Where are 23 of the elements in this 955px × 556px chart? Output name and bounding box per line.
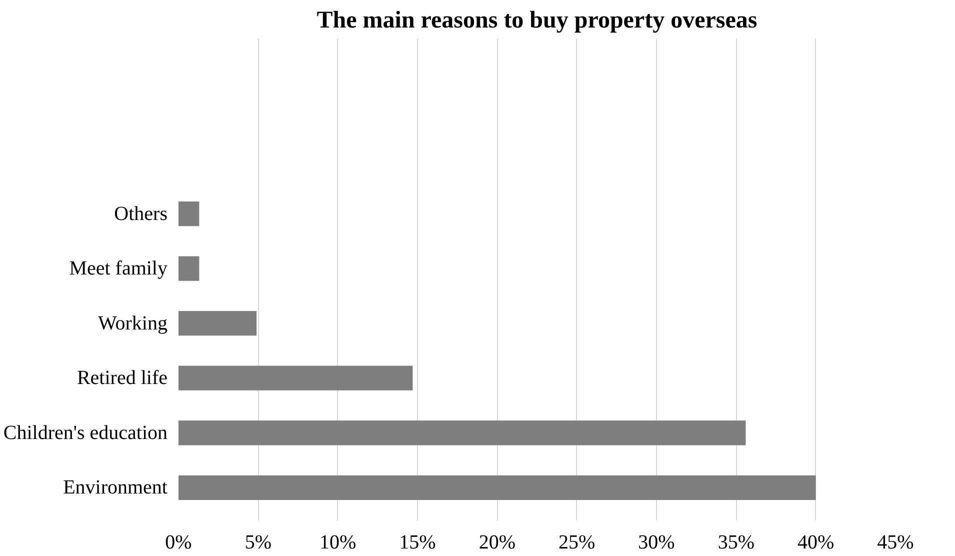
bar <box>178 475 816 500</box>
y-tick-label: Meet family <box>69 258 168 280</box>
y-tick-label: Children's education <box>3 422 168 444</box>
x-tick-label: 40% <box>798 532 834 554</box>
x-tick-label: 25% <box>558 532 596 554</box>
bar <box>178 310 257 336</box>
y-tick-label: Environment <box>63 476 168 499</box>
x-tick-label: 45% <box>877 532 914 554</box>
x-tick-label: 10% <box>320 532 356 554</box>
x-tick-label: 15% <box>399 532 436 554</box>
chart-title: The main reasons to buy property overseas <box>316 8 758 34</box>
x-tick-label: 0% <box>165 532 192 554</box>
x-tick-label: 5% <box>244 532 272 554</box>
x-tick-label: 30% <box>638 532 675 554</box>
x-tick-label: 20% <box>478 532 516 554</box>
y-tick-label: Working <box>98 312 168 334</box>
bar <box>178 420 746 446</box>
y-tick-label: Retired life <box>76 367 168 390</box>
x-tick-label: 35% <box>718 532 755 554</box>
y-tick-label: Others <box>114 202 168 225</box>
bar <box>178 256 200 281</box>
bar <box>178 366 413 390</box>
bar <box>178 201 200 226</box>
